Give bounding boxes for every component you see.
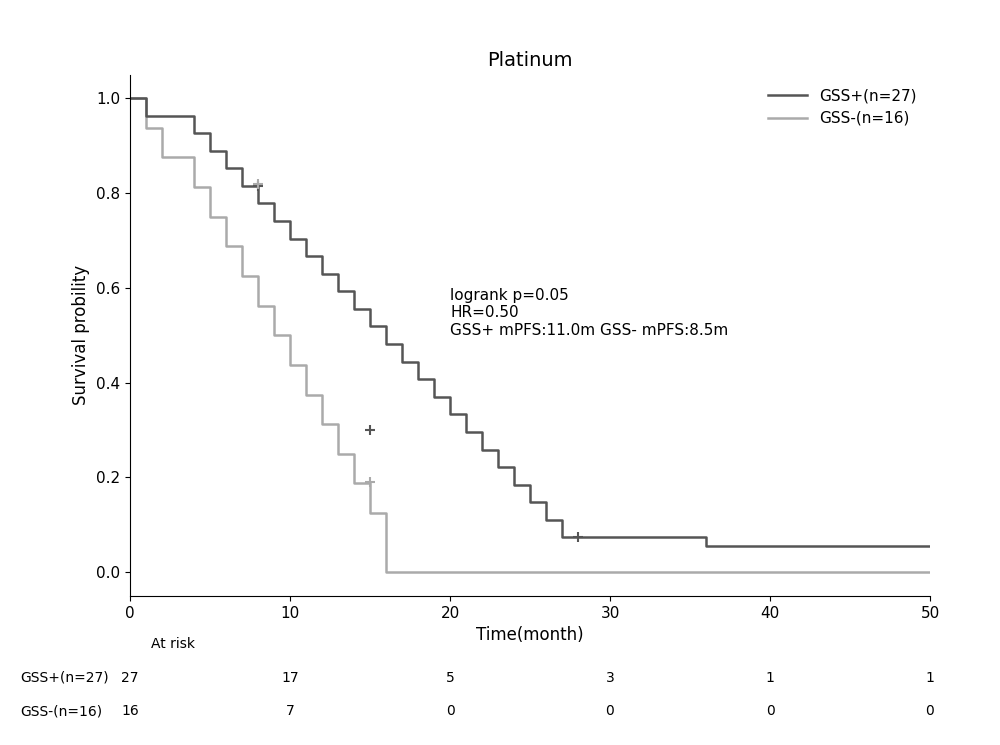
GSS-(n=16) — [380, 568, 392, 577]
GSS-(n=16) — [124, 94, 136, 103]
GSS-(n=16) — [204, 212, 216, 221]
Y-axis label: Survival probility: Survival probility — [72, 265, 90, 405]
GSS+(n=27) — [572, 533, 584, 542]
Text: 16: 16 — [121, 705, 139, 718]
GSS+(n=27) — [188, 129, 200, 138]
GSS+(n=27) — [396, 358, 408, 367]
GSS+(n=27) — [492, 463, 504, 472]
Text: 0: 0 — [606, 705, 614, 718]
GSS+(n=27) — [348, 304, 360, 313]
Text: 0: 0 — [766, 705, 774, 718]
Legend: GSS+(n=27), GSS-(n=16): GSS+(n=27), GSS-(n=16) — [762, 82, 922, 132]
GSS+(n=27) — [524, 498, 536, 507]
GSS+(n=27) — [236, 182, 248, 191]
GSS+(n=27) — [252, 199, 264, 208]
GSS+(n=27) — [172, 111, 184, 120]
GSS+(n=27) — [444, 410, 456, 419]
Text: 1: 1 — [926, 671, 934, 685]
GSS-(n=16) — [316, 419, 328, 428]
GSS+(n=27) — [604, 533, 616, 542]
Title: Platinum: Platinum — [487, 51, 573, 70]
GSS-(n=16) — [284, 361, 296, 370]
GSS+(n=27) — [284, 234, 296, 243]
GSS+(n=27) — [924, 542, 936, 551]
Text: 7: 7 — [286, 705, 294, 718]
Line: GSS+(n=27): GSS+(n=27) — [130, 98, 930, 546]
Text: 3: 3 — [606, 671, 614, 685]
GSS-(n=16) — [268, 331, 280, 340]
GSS-(n=16) — [364, 509, 376, 518]
GSS-(n=16) — [188, 183, 200, 191]
GSS+(n=27) — [316, 269, 328, 278]
Text: At risk: At risk — [151, 638, 195, 651]
GSS-(n=16) — [140, 124, 152, 133]
GSS-(n=16) — [220, 242, 232, 251]
GSS+(n=27) — [380, 340, 392, 349]
GSS+(n=27) — [204, 146, 216, 155]
GSS+(n=27) — [268, 217, 280, 226]
GSS+(n=27) — [300, 252, 312, 261]
GSS+(n=27) — [412, 375, 424, 384]
GSS+(n=27) — [124, 94, 136, 103]
GSS+(n=27) — [140, 111, 152, 120]
Text: logrank p=0.05
HR=0.50
GSS+ mPFS:11.0m GSS- mPFS:8.5m: logrank p=0.05 HR=0.50 GSS+ mPFS:11.0m G… — [450, 288, 728, 337]
GSS-(n=16) — [156, 153, 168, 162]
GSS+(n=27) — [332, 287, 344, 296]
GSS+(n=27) — [364, 322, 376, 331]
Text: 27: 27 — [121, 671, 139, 685]
GSS+(n=27) — [540, 516, 552, 524]
Text: GSS-(n=16): GSS-(n=16) — [20, 705, 102, 718]
GSS-(n=16) — [172, 153, 184, 162]
GSS-(n=16) — [236, 271, 248, 280]
GSS+(n=27) — [476, 445, 488, 454]
Text: GSS+(n=27): GSS+(n=27) — [20, 671, 109, 685]
Text: 1: 1 — [766, 671, 774, 685]
GSS-(n=16) — [300, 390, 312, 399]
GSS-(n=16) — [348, 479, 360, 488]
Text: 0: 0 — [446, 705, 454, 718]
GSS+(n=27) — [556, 533, 568, 542]
Line: GSS-(n=16): GSS-(n=16) — [130, 98, 930, 572]
GSS-(n=16) — [332, 449, 344, 458]
X-axis label: Time(month): Time(month) — [476, 627, 584, 644]
GSS+(n=27) — [700, 542, 712, 551]
GSS+(n=27) — [156, 111, 168, 120]
Text: 5: 5 — [446, 671, 454, 685]
Text: 0: 0 — [926, 705, 934, 718]
GSS-(n=16) — [252, 301, 264, 310]
Text: 17: 17 — [281, 671, 299, 685]
GSS+(n=27) — [460, 428, 472, 437]
GSS-(n=16) — [924, 568, 936, 577]
GSS+(n=27) — [428, 393, 440, 402]
GSS+(n=27) — [684, 533, 696, 542]
GSS+(n=27) — [508, 480, 520, 489]
GSS+(n=27) — [220, 164, 232, 173]
